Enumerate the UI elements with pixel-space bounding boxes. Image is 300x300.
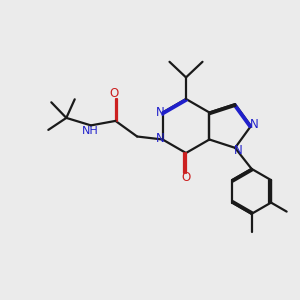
Text: N: N: [250, 118, 259, 131]
Text: N: N: [156, 106, 165, 119]
Text: O: O: [182, 171, 190, 184]
Text: N: N: [156, 131, 165, 145]
Text: O: O: [110, 87, 118, 101]
Text: N: N: [234, 144, 242, 157]
Text: NH: NH: [82, 125, 99, 136]
